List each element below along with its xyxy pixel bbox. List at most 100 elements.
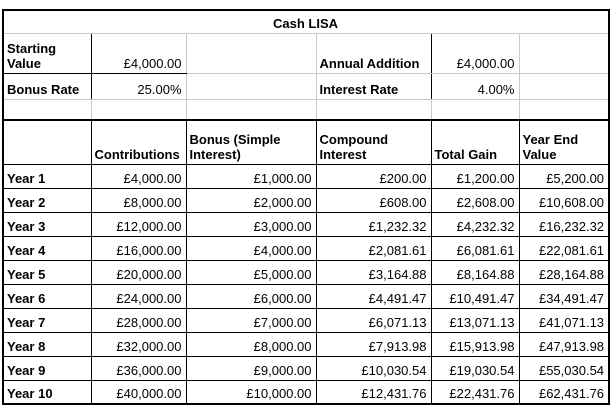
contributions-cell[interactable]: £40,000.00 (91, 380, 187, 404)
total-gain-cell[interactable]: £15,913.98 (431, 332, 520, 357)
bonus-cell[interactable]: £4,000.00 (186, 236, 317, 261)
empty-cell[interactable] (186, 33, 317, 74)
year-end-value-cell[interactable]: £47,913.98 (519, 332, 610, 357)
empty-cell[interactable] (431, 99, 520, 121)
cash-lisa-spreadsheet: Cash LISA Starting Value £4,000.00 Annua… (2, 9, 611, 405)
year-end-value-cell[interactable]: £10,608.00 (519, 188, 610, 213)
empty-cell[interactable] (186, 99, 317, 121)
col-header-bonus[interactable]: Bonus (Simple Interest) (186, 120, 317, 165)
empty-cell[interactable] (519, 99, 610, 121)
total-gain-cell[interactable]: £19,030.54 (431, 356, 520, 381)
table-row: Year 7 £28,000.00 £7,000.00 £6,071.13 £1… (3, 308, 610, 333)
spacer-row (3, 99, 610, 121)
col-header-contributions[interactable]: Contributions (91, 120, 187, 165)
title-row: Cash LISA (3, 10, 610, 34)
compound-interest-cell[interactable]: £12,431.76 (316, 380, 432, 404)
year-end-value-cell[interactable]: £55,030.54 (519, 356, 610, 381)
year-end-value-cell[interactable]: £16,232.32 (519, 212, 610, 237)
contributions-cell[interactable]: £28,000.00 (91, 308, 187, 333)
contributions-cell[interactable]: £8,000.00 (91, 188, 187, 213)
bonus-cell[interactable]: £3,000.00 (186, 212, 317, 237)
total-gain-cell[interactable]: £2,608.00 (431, 188, 520, 213)
compound-interest-cell[interactable]: £2,081.61 (316, 236, 432, 261)
bonus-cell[interactable]: £1,000.00 (186, 164, 317, 189)
empty-cell[interactable] (519, 33, 610, 74)
empty-cell[interactable] (186, 73, 317, 100)
table-row: Year 1 £4,000.00 £1,000.00 £200.00 £1,20… (3, 164, 610, 189)
bonus-cell[interactable]: £2,000.00 (186, 188, 317, 213)
spreadsheet-container: Cash LISA Starting Value £4,000.00 Annua… (2, 9, 612, 405)
bonus-cell[interactable]: £7,000.00 (186, 308, 317, 333)
row-label-cell[interactable]: Year 10 (3, 380, 92, 404)
compound-interest-cell[interactable]: £10,030.54 (316, 356, 432, 381)
row-label-cell[interactable]: Year 9 (3, 356, 92, 381)
header-row: Contributions Bonus (Simple Interest) Co… (3, 120, 610, 165)
empty-cell[interactable] (519, 73, 610, 100)
row-label-cell[interactable]: Year 1 (3, 164, 92, 189)
bonus-cell[interactable]: £9,000.00 (186, 356, 317, 381)
compound-interest-cell[interactable]: £200.00 (316, 164, 432, 189)
row-label-cell[interactable]: Year 7 (3, 308, 92, 333)
compound-interest-cell[interactable]: £4,491.47 (316, 284, 432, 309)
col-header-year[interactable] (3, 120, 92, 165)
compound-interest-cell[interactable]: £6,071.13 (316, 308, 432, 333)
col-header-year-end-value[interactable]: Year End Value (519, 120, 610, 165)
col-header-total-gain[interactable]: Total Gain (431, 120, 520, 165)
table-row: Year 4 £16,000.00 £4,000.00 £2,081.61 £6… (3, 236, 610, 261)
row-label-cell[interactable]: Year 8 (3, 332, 92, 357)
row-label-cell[interactable]: Year 3 (3, 212, 92, 237)
row-label-cell[interactable]: Year 5 (3, 260, 92, 285)
empty-cell[interactable] (91, 99, 187, 121)
year-end-value-cell[interactable]: £5,200.00 (519, 164, 610, 189)
year-end-value-cell[interactable]: £28,164.88 (519, 260, 610, 285)
compound-interest-cell[interactable]: £608.00 (316, 188, 432, 213)
compound-interest-cell[interactable]: £1,232.32 (316, 212, 432, 237)
total-gain-cell[interactable]: £1,200.00 (431, 164, 520, 189)
empty-cell[interactable] (3, 99, 92, 121)
empty-cell[interactable] (316, 99, 432, 121)
bonus-rate-label[interactable]: Bonus Rate (3, 73, 92, 100)
table-row: Year 10 £40,000.00 £10,000.00 £12,431.76… (3, 380, 609, 404)
col-header-compound-interest[interactable]: Compound Interest (316, 120, 432, 165)
compound-interest-cell[interactable]: £3,164.88 (316, 260, 432, 285)
bonus-cell[interactable]: £6,000.00 (186, 284, 317, 309)
total-gain-cell[interactable]: £4,232.32 (431, 212, 520, 237)
contributions-cell[interactable]: £20,000.00 (91, 260, 187, 285)
total-gain-cell[interactable]: £8,164.88 (431, 260, 520, 285)
starting-value-label[interactable]: Starting Value (3, 33, 92, 74)
table-row: Year 2 £8,000.00 £2,000.00 £608.00 £2,60… (3, 188, 610, 213)
table-row: Year 8 £32,000.00 £8,000.00 £7,913.98 £1… (3, 332, 610, 357)
contributions-cell[interactable]: £24,000.00 (91, 284, 187, 309)
contributions-cell[interactable]: £36,000.00 (91, 356, 187, 381)
year-end-value-cell[interactable]: £22,081.61 (519, 236, 610, 261)
bonus-rate-cell[interactable]: 25.00% (91, 73, 187, 100)
contributions-cell[interactable]: £32,000.00 (91, 332, 187, 357)
starting-value-cell[interactable]: £4,000.00 (91, 33, 187, 74)
table-row: Year 3 £12,000.00 £3,000.00 £1,232.32 £4… (3, 212, 610, 237)
year-end-value-cell[interactable]: £62,431.76 (538, 386, 605, 401)
bonus-cell[interactable]: £10,000.00 (186, 380, 317, 404)
year-end-value-cell[interactable]: £34,491.47 (519, 284, 610, 309)
contributions-cell[interactable]: £16,000.00 (91, 236, 187, 261)
total-gain-cell[interactable]: £22,431.76 (431, 380, 520, 404)
contributions-cell[interactable]: £4,000.00 (91, 164, 187, 189)
interest-rate-label[interactable]: Interest Rate (316, 73, 432, 100)
total-gain-cell[interactable]: £10,491.47 (431, 284, 520, 309)
row-label-cell[interactable]: Year 4 (3, 236, 92, 261)
params-row-2: Bonus Rate 25.00% Interest Rate 4.00% (3, 73, 610, 100)
bonus-cell[interactable]: £5,000.00 (186, 260, 317, 285)
year-end-value-cell[interactable]: £41,071.13 (519, 308, 610, 333)
contributions-cell[interactable]: £12,000.00 (91, 212, 187, 237)
total-gain-cell[interactable]: £6,081.61 (431, 236, 520, 261)
sheet-title[interactable]: Cash LISA (3, 10, 610, 34)
table-row: Year 6 £24,000.00 £6,000.00 £4,491.47 £1… (3, 284, 610, 309)
annual-addition-cell[interactable]: £4,000.00 (431, 33, 520, 74)
table-row: Year 9 £36,000.00 £9,000.00 £10,030.54 £… (3, 356, 610, 381)
interest-rate-cell[interactable]: 4.00% (431, 73, 520, 100)
total-gain-cell[interactable]: £13,071.13 (431, 308, 520, 333)
annual-addition-label[interactable]: Annual Addition (316, 33, 432, 74)
compound-interest-cell[interactable]: £7,913.98 (316, 332, 432, 357)
bonus-cell[interactable]: £8,000.00 (186, 332, 317, 357)
row-label-cell[interactable]: Year 6 (3, 284, 92, 309)
row-label-cell[interactable]: Year 2 (3, 188, 92, 213)
